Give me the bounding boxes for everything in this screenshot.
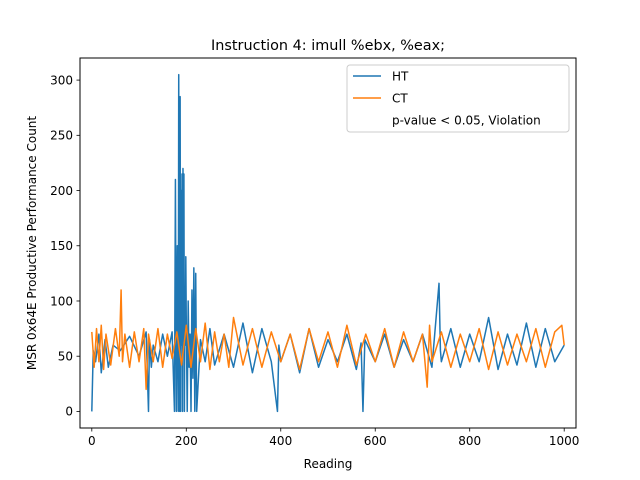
x-tick-label: 0 [88, 434, 96, 448]
x-axis-label: Reading [304, 457, 353, 471]
legend-label: HT [392, 69, 409, 83]
y-tick-label: 100 [50, 294, 73, 308]
x-axis: 0 200 400 600 800 1000 [88, 428, 579, 448]
y-tick-label: 0 [65, 405, 73, 419]
x-tick-label: 400 [269, 434, 292, 448]
y-tick-label: 200 [50, 184, 73, 198]
plot-frame [79, 57, 577, 429]
legend: HT CT p-value < 0.05, Violation [346, 64, 570, 133]
y-tick-label: 150 [50, 239, 73, 253]
x-tick-label: 600 [364, 434, 387, 448]
legend-box [346, 64, 570, 133]
y-axis-label: MSR 0x64E Productive Performance Count [25, 116, 39, 371]
series-layer [91, 73, 565, 413]
y-tick-label: 300 [50, 73, 73, 87]
y-tick-label: 250 [50, 129, 73, 143]
x-tick-label: 200 [175, 434, 198, 448]
chart-title: Instruction 4: imull %ebx, %eax; [211, 38, 445, 54]
x-tick-label: 800 [458, 434, 481, 448]
x-tick-label: 1000 [549, 434, 580, 448]
legend-label: p-value < 0.05, Violation [392, 113, 541, 127]
series-line-ct [91, 289, 565, 391]
y-tick-label: 50 [58, 350, 73, 364]
y-axis: 0 50 100 150 200 250 300 [50, 73, 80, 419]
legend-label: CT [392, 91, 408, 105]
